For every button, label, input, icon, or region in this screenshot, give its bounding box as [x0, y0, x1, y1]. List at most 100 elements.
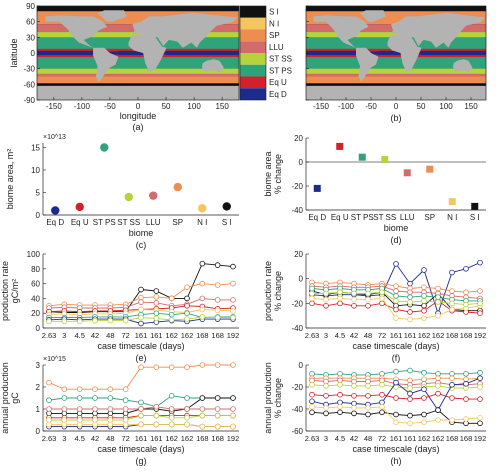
series-3-point — [92, 406, 98, 412]
x-tick-label: 168 — [446, 331, 459, 340]
land-mass-0 — [45, 15, 108, 49]
series-0-point — [107, 386, 114, 393]
y-axis-label: production rate — [0, 261, 10, 321]
map-ytick-label: 90 — [26, 2, 35, 11]
series-1-point — [138, 399, 144, 406]
x-tick-label: 192 — [227, 434, 240, 443]
series-7-point — [351, 290, 357, 297]
x-tick-label: 168 — [211, 434, 224, 443]
series-4-point — [138, 306, 144, 313]
data-point-s-i — [471, 202, 479, 210]
series-5-point — [184, 414, 190, 421]
series-0-point — [184, 295, 190, 302]
panel-label: (f) — [392, 353, 401, 363]
series-7-point — [337, 289, 343, 296]
map-layers — [37, 6, 239, 100]
series-3-point — [477, 288, 483, 294]
map-ytick-label: -90 — [23, 96, 35, 105]
x-tick-label: S I — [222, 218, 232, 227]
series-6-point — [379, 295, 385, 302]
biome-band-10 — [37, 73, 239, 77]
x-tick-label: 192 — [474, 434, 487, 443]
series-7-point — [449, 300, 455, 307]
y-axis-label: production rate — [263, 261, 273, 321]
plot-area — [306, 138, 486, 210]
panel-label: (a) — [133, 122, 144, 132]
y-tick-label: -40 — [291, 206, 303, 215]
series-4-point — [407, 289, 413, 296]
x-tick-label: 42 — [91, 331, 99, 340]
biome-band-eq-d-indopacific — [421, 50, 486, 56]
x-tick-label: LLU — [146, 218, 161, 227]
series-7-point — [379, 403, 385, 410]
series-6-point — [365, 411, 371, 418]
panel-label: (b) — [391, 113, 402, 123]
series-5-point — [407, 294, 413, 300]
map-xtick-label: 150 — [215, 102, 229, 111]
x-axis-label: case timescale (days) — [97, 341, 184, 351]
map-xtick-label: 100 — [439, 102, 453, 111]
series-5-point — [138, 412, 144, 419]
series-5-point — [153, 310, 160, 317]
series-6-point — [435, 312, 441, 319]
series-0-point — [199, 260, 206, 267]
series-7-point — [214, 314, 221, 321]
x-tick-label: 161 — [150, 331, 163, 340]
y-axis-label: % change — [273, 271, 283, 311]
series-7-point — [351, 405, 357, 411]
legend-entry-label: SP — [269, 31, 280, 40]
y-tick-label: 3 — [36, 361, 41, 370]
y-tick-label: 0 — [299, 275, 304, 284]
y-axis-label: gC/m² — [10, 279, 20, 304]
series-3-point — [61, 406, 68, 412]
series-7-point — [230, 423, 236, 430]
x-tick-label: 161 — [404, 434, 417, 443]
land-mass-3 — [387, 33, 422, 72]
y-tick-label: 40 — [31, 294, 40, 303]
series-7-point — [107, 421, 114, 428]
series-2-point — [214, 395, 221, 401]
data-point-st-ps — [100, 143, 109, 152]
x-tick-label: 48 — [364, 331, 372, 340]
x-tick-label: 162 — [181, 434, 194, 443]
series-2-point — [407, 309, 413, 315]
y-axis-label: % change — [273, 378, 283, 418]
biome-band-9 — [37, 68, 239, 74]
series-3-point — [393, 283, 399, 289]
series-2-point — [477, 310, 483, 317]
series-7-point — [365, 290, 371, 297]
series-7-point — [309, 290, 315, 297]
series-3-point — [153, 403, 160, 410]
series-5-point — [323, 392, 329, 399]
data-point-eq-u — [336, 142, 344, 150]
series-6-point — [309, 409, 315, 416]
axis-multiplier: ×10^13 — [43, 134, 66, 141]
series-6-point — [407, 412, 413, 419]
series-1-point — [107, 395, 114, 401]
series-7-point — [122, 421, 129, 428]
chart-c-biome-area: 0 5 10 15×10^13 Eq D Eq U ST PS ST SS LLU SP N I S … — [5, 134, 239, 250]
series-7-point — [214, 423, 221, 430]
panel-label: (d) — [391, 235, 402, 245]
series-3-point — [309, 381, 315, 388]
series-7-point — [393, 419, 399, 426]
series-0-point — [138, 364, 144, 371]
series-7-point — [435, 417, 441, 423]
x-tick-label: 4.5 — [74, 434, 84, 443]
series-0-point — [463, 370, 469, 377]
x-tick-label: 162 — [432, 434, 445, 443]
map-xlabel: longitude — [120, 111, 157, 121]
data-point-llu — [403, 169, 411, 177]
series-7-point — [365, 405, 371, 411]
series-1-point — [184, 395, 190, 401]
land-mass-5 — [453, 59, 473, 73]
map-ytick-label: -60 — [23, 80, 35, 89]
legend-entry-label: N I — [269, 19, 279, 28]
series-2-point — [138, 299, 144, 305]
series-3-point — [323, 383, 329, 389]
series-3-point — [421, 284, 427, 291]
series-3-point — [122, 406, 129, 412]
series-3-point — [230, 406, 236, 412]
series-7-point — [421, 298, 427, 304]
y-axis-label: gC — [10, 392, 20, 404]
